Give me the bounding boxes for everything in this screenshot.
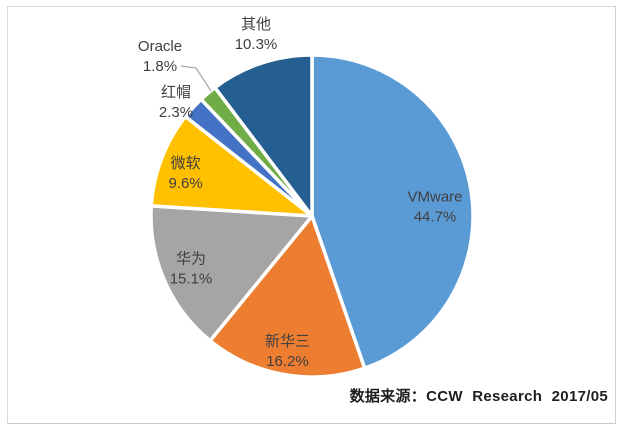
pie-label-redhat-name: 红帽 bbox=[161, 84, 191, 101]
pie-label-vmware-name: VMware bbox=[407, 188, 462, 205]
pie-label-microsoft-value: 9.6% bbox=[168, 175, 202, 192]
pie-label-oracle-value: 1.8% bbox=[143, 58, 177, 75]
pie-label-redhat-value: 2.3% bbox=[159, 104, 193, 121]
pie-label-xinhua3-name: 新华三 bbox=[265, 333, 310, 350]
figure-border bbox=[7, 6, 616, 424]
pie-slice-huawei bbox=[149, 204, 314, 343]
pie-label-others-value: 10.3% bbox=[235, 36, 278, 53]
pie-slice-microsoft bbox=[149, 114, 314, 218]
pie-label-oracle-name: Oracle bbox=[138, 38, 182, 55]
pie-label-vmware-value: 44.7% bbox=[414, 208, 457, 225]
pie-label-microsoft-name: 微软 bbox=[171, 155, 201, 172]
pie-label-xinhua3-value: 16.2% bbox=[266, 353, 309, 370]
pie-label-huawei-value: 15.1% bbox=[170, 271, 213, 288]
leader-line-oracle bbox=[180, 65, 212, 92]
source-note: 数据来源：CCW Research 2017/05 bbox=[349, 388, 608, 405]
pie-slice-xinhua3 bbox=[208, 214, 367, 379]
pie-label-others-name: 其他 bbox=[241, 16, 271, 33]
pie-label-huawei-name: 华为 bbox=[176, 251, 206, 268]
pie-slice-vmware bbox=[310, 53, 475, 370]
pie-slice-others bbox=[213, 53, 314, 218]
